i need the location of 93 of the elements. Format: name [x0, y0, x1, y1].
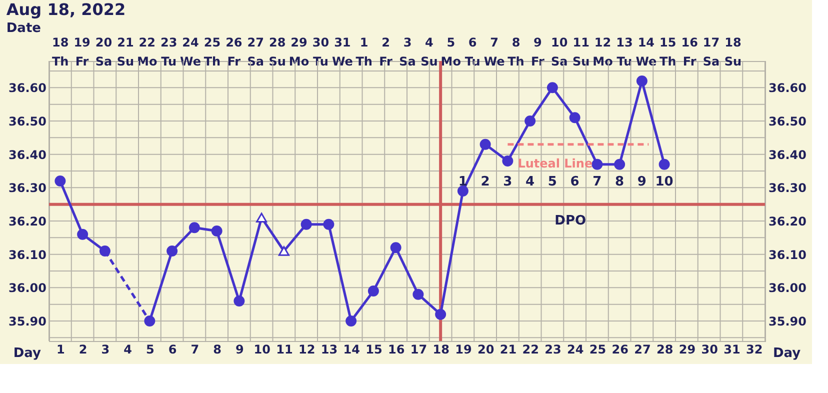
x2-tick-label: 20 Sa [95, 36, 112, 68]
annotation: 4 [526, 174, 535, 190]
annotation: 8 [615, 174, 624, 190]
x2-tick-label: 11 Su [572, 36, 590, 68]
annotation: DPO [554, 214, 586, 229]
x-tick-label: 18 [432, 342, 450, 356]
y-tick-label: 36.20 [8, 214, 46, 228]
x2-tick-label: 9 Fr [531, 36, 544, 68]
y-tick-label: 36.50 [8, 114, 46, 128]
x-tick-label: 15 [366, 342, 382, 356]
x2-tick-label: 31 We [332, 36, 353, 68]
x-tick-label: 26 [612, 342, 628, 356]
x-tick-label: 28 [656, 342, 674, 356]
x-tick-label: 10 [254, 342, 270, 356]
x-tick-label: 2 [78, 342, 88, 356]
x-tick-label: 25 [589, 342, 606, 356]
annotation: 1 [458, 174, 468, 190]
x-tick-label: 29 [678, 342, 696, 356]
x-tick-label: 8 [213, 342, 222, 356]
x2-tick-label: 6 Tu [464, 36, 480, 68]
x2-tick-label: 7 We [484, 36, 505, 68]
annotation: 5 [548, 174, 557, 190]
x2-tick-label: 18 Su [724, 36, 742, 68]
x-tick-label: 21 [500, 342, 517, 356]
y2-tick-label: 36.00 [768, 281, 806, 296]
x2-tick-label: 8 Th [508, 36, 524, 68]
y2-tick-label: 36.30 [768, 181, 806, 196]
x-tick-label: 3 [101, 342, 110, 356]
x2-tick-label: 15 Th [659, 36, 676, 68]
x-tick-label: 5 [146, 342, 154, 356]
chart-title: Aug 18, 2022 [6, 0, 126, 19]
y-tick-label: 36.10 [8, 248, 46, 262]
x2-tick-label: 21 Su [116, 36, 134, 68]
x-tick-label: 9 [236, 342, 244, 356]
x-tick-label: 12 [298, 342, 316, 356]
annotation: 6 [570, 174, 580, 190]
y-tick-label: 36.00 [8, 281, 46, 296]
y2-tick-label: 35.90 [768, 314, 806, 328]
x-tick-label: 17 [410, 342, 428, 356]
x-tick-label: 19 [455, 342, 472, 356]
x-tick-label: 1 [56, 342, 65, 356]
x-tick-label: 31 [724, 342, 740, 356]
x-tick-label: 11 [276, 342, 293, 356]
x2-tick-label: 2 Fr [379, 36, 393, 68]
x2-tick-label: 26 Fr [226, 36, 242, 68]
x-tick-label: 24 [566, 342, 584, 356]
x2-tick-label: 25 Th [204, 36, 221, 68]
y2-tick-label: 36.20 [768, 214, 806, 228]
x-tick-label: 27 [634, 342, 651, 356]
x2-tick-label: 14 We [636, 36, 657, 68]
x2-tick-label: 19 Fr [74, 36, 90, 68]
x2-tick-label: 28 Su [268, 36, 286, 68]
annotation: 2 [480, 174, 490, 190]
annotation: 9 [637, 174, 646, 190]
x2-tick-label: 10 Sa [551, 36, 568, 68]
x2-tick-label: 16 Fr [681, 36, 698, 68]
x2-tick-label: 1 Th [356, 36, 372, 68]
x-tick-label: 20 [477, 342, 494, 356]
y-tick-label: 36.60 [8, 81, 46, 96]
y-tick-label: 36.40 [8, 148, 46, 162]
x2-tick-label: 24 We [180, 36, 202, 68]
y-tick-label: 36.30 [8, 181, 46, 196]
x2-tick-label: 3 Sa [399, 36, 416, 68]
x-tick-label: 23 [544, 342, 562, 356]
x-tick-label: 7 [190, 342, 200, 356]
x-tick-label: 14 [343, 342, 360, 356]
y2-tick-label: 36.50 [768, 114, 806, 128]
y2-tick-label: 36.60 [768, 81, 806, 96]
text: Day [13, 346, 41, 361]
x2-axis-title: Date [6, 21, 42, 36]
x2-tick-label: 5 Mo [440, 36, 461, 68]
x-axis-title: Day [773, 346, 802, 361]
x2-tick-label: 17 Sa [702, 36, 720, 68]
annotation: 3 [503, 174, 512, 190]
y2-tick-label: 36.40 [768, 148, 806, 162]
x-tick-label: 4 [124, 342, 132, 356]
x-tick-label: 32 [746, 342, 763, 356]
x-tick-label: 6 [168, 342, 177, 356]
annotation: 7 [592, 174, 602, 190]
y-tick-label: 35.90 [8, 314, 46, 328]
x2-tick-label: 4 Su [420, 36, 438, 68]
x2-tick-label: 12 Mo [592, 36, 613, 68]
x-tick-label: 22 [522, 342, 539, 356]
x2-tick-label: 23 Tu [160, 36, 178, 68]
x-tick-label: 16 [388, 342, 405, 356]
annotation: 10 [655, 174, 674, 190]
x2-tick-label: 29 Mo [288, 36, 310, 68]
x-tick-label: 30 [701, 342, 718, 356]
x2-tick-label: 18 Th [52, 36, 69, 68]
x2-tick-label: 13 Tu [616, 36, 633, 68]
x-tick-label: 13 [320, 342, 338, 356]
x2-tick-label: 27 Sa [247, 36, 264, 68]
y2-tick-label: 36.10 [768, 248, 806, 262]
